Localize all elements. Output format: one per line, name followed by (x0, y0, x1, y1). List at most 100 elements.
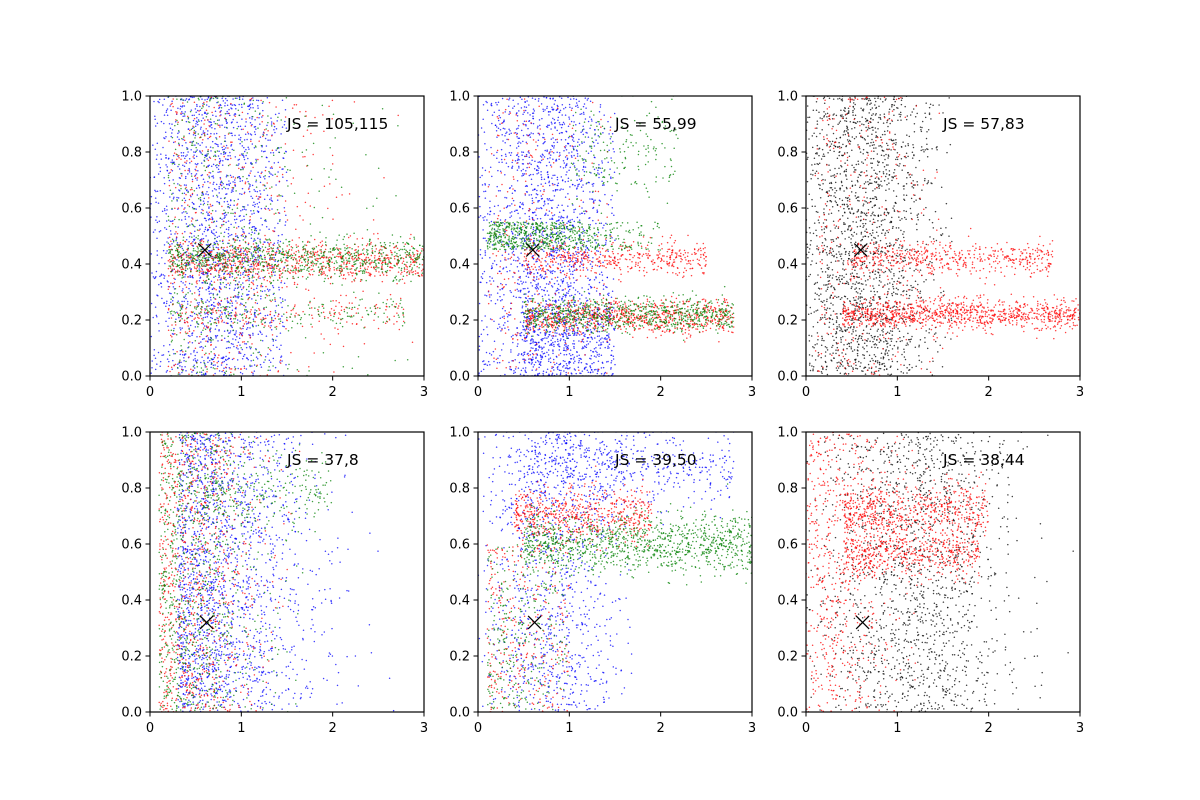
point (519, 201, 522, 204)
point (264, 321, 266, 324)
point (184, 269, 187, 271)
point (221, 205, 223, 208)
point (405, 265, 407, 267)
point (240, 234, 243, 237)
point (268, 359, 271, 361)
point (224, 102, 226, 104)
point (206, 158, 208, 160)
point (211, 363, 213, 365)
point (324, 277, 326, 280)
point (219, 282, 222, 284)
point (397, 305, 400, 307)
point (220, 277, 222, 279)
point (278, 220, 281, 222)
point (194, 250, 196, 252)
point (241, 252, 243, 255)
point (275, 252, 278, 254)
point (230, 300, 233, 303)
point (275, 106, 277, 108)
point (218, 309, 220, 312)
point (280, 355, 283, 357)
x-tick-label: 3 (420, 385, 428, 400)
point (528, 174, 531, 177)
point (206, 100, 208, 103)
point (195, 268, 198, 270)
point (229, 204, 232, 207)
point (273, 213, 275, 215)
point (179, 243, 182, 246)
point (340, 274, 343, 276)
point (324, 250, 326, 253)
point (183, 300, 185, 303)
point (259, 238, 261, 241)
point (186, 248, 188, 251)
point (273, 162, 276, 164)
point (202, 302, 204, 305)
point (251, 163, 253, 165)
point (219, 176, 222, 179)
point (193, 351, 195, 353)
point (374, 275, 376, 277)
point (224, 216, 226, 218)
point (293, 103, 296, 106)
point (311, 314, 313, 316)
point (210, 218, 212, 220)
point (368, 240, 371, 243)
point (363, 259, 366, 261)
point (215, 155, 217, 158)
point (218, 370, 221, 372)
point (166, 169, 168, 172)
point (188, 121, 191, 124)
point (250, 246, 253, 248)
point (170, 109, 172, 111)
point (171, 257, 174, 260)
point (223, 272, 226, 275)
point (181, 290, 183, 292)
point (223, 258, 225, 261)
point (179, 246, 182, 248)
point (156, 254, 159, 256)
point (201, 301, 204, 303)
point (286, 319, 288, 322)
point (363, 248, 365, 250)
point (269, 275, 271, 278)
point (252, 320, 255, 322)
point (194, 132, 196, 134)
point (198, 293, 201, 296)
point (195, 208, 197, 210)
point (183, 139, 186, 141)
point (235, 330, 237, 332)
point (238, 98, 241, 101)
point (190, 128, 193, 131)
point (195, 254, 197, 256)
point (282, 242, 285, 244)
point (207, 287, 210, 290)
point (552, 255, 554, 257)
point (269, 348, 271, 350)
point (243, 232, 245, 235)
point (160, 273, 163, 276)
point (210, 165, 213, 167)
subplot-1: 0 1 2 30.00.20.40.60.81.0JS = 105,115 (121, 90, 428, 401)
point (227, 147, 229, 149)
point (168, 123, 171, 125)
point (579, 213, 581, 215)
point (253, 212, 255, 215)
point (247, 133, 250, 135)
point (213, 133, 215, 135)
point (154, 125, 157, 127)
point (252, 332, 254, 335)
point (233, 247, 235, 250)
point (194, 225, 196, 228)
point (177, 269, 179, 272)
point (573, 121, 575, 123)
point (255, 249, 258, 251)
point (265, 166, 267, 169)
point (346, 259, 348, 261)
point (261, 319, 263, 322)
point (217, 306, 219, 309)
point (312, 142, 315, 145)
point (223, 356, 225, 359)
point (239, 320, 241, 322)
point (218, 201, 221, 204)
